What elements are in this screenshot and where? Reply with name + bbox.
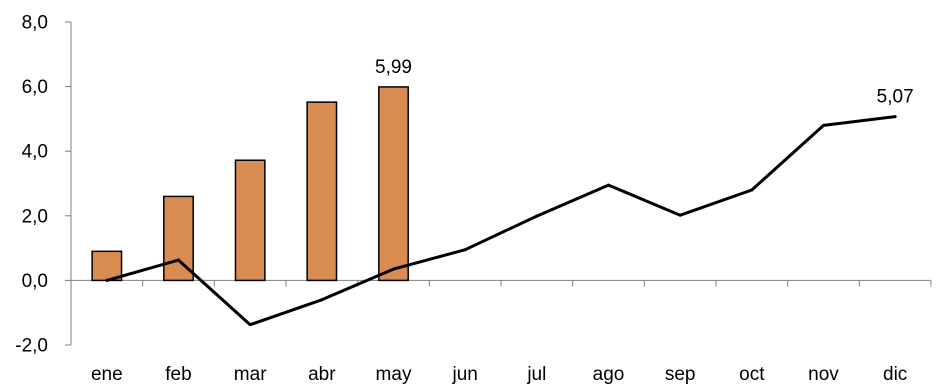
data-label: 5,99	[375, 57, 412, 78]
line-point	[392, 267, 395, 271]
x-tick-label: abr	[308, 364, 336, 385]
bar	[163, 195, 194, 282]
line-point	[750, 188, 754, 192]
x-tick-label: may	[376, 364, 412, 385]
line-point	[607, 183, 610, 187]
line-point	[248, 323, 252, 327]
line-point	[678, 213, 682, 217]
line-point	[105, 278, 109, 282]
line-point	[320, 298, 324, 302]
x-tick-label: oct	[739, 364, 765, 385]
chart-labels: 5,99 5,07	[375, 57, 914, 108]
line-point	[535, 214, 539, 218]
bar	[234, 159, 266, 282]
line-point	[893, 115, 897, 119]
line-point	[822, 123, 825, 127]
y-tick-label: 6,0	[22, 77, 48, 98]
bar	[378, 86, 409, 282]
y-tick-label: 8,0	[22, 13, 48, 34]
x-tick-label: ago	[593, 364, 625, 385]
bar-series	[91, 86, 409, 282]
y-tick-label: -2,0	[15, 336, 48, 357]
y-tick-label: 4,0	[22, 142, 48, 163]
x-tick-label: jun	[451, 364, 477, 385]
x-tick-label: nov	[808, 364, 839, 385]
line-point	[177, 258, 180, 262]
y-tick-label: 2,0	[22, 206, 48, 227]
y-tick-label: 0,0	[22, 271, 48, 292]
x-tick-label: dic	[883, 364, 907, 385]
chart-axes: 8,0 6,0 4,0 2,0 0,0 -2,0 ene feb mar abr may jun jul…	[15, 13, 932, 385]
x-tick-label: sep	[665, 364, 696, 385]
line-series-path	[106, 115, 896, 327]
x-tick-label: mar	[234, 364, 267, 385]
x-tick-label: ene	[91, 364, 123, 385]
line-series	[105, 115, 897, 327]
x-tick-label: jul	[526, 364, 546, 385]
x-tick-label: feb	[165, 364, 191, 385]
bar	[91, 250, 123, 282]
line-point	[463, 248, 467, 252]
bar	[306, 101, 338, 282]
data-label: 5,07	[877, 87, 914, 108]
